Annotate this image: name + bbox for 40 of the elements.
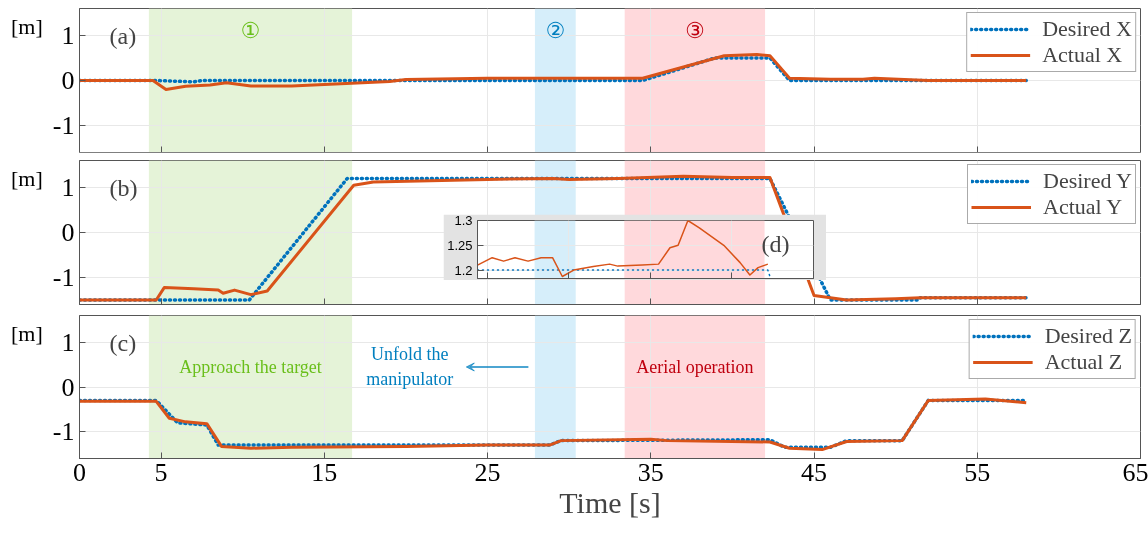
x-tick-label: 5: [154, 457, 168, 487]
band-label: Aerial operation: [636, 356, 754, 377]
annotation: (d): [761, 230, 790, 257]
x-tick-label: 25: [474, 457, 501, 487]
legend-label: Actual Y: [1043, 194, 1123, 220]
band-label: Approach the target: [179, 356, 322, 377]
y-tick-label: -1: [52, 111, 75, 140]
y-tick-label: 0: [61, 372, 75, 402]
y-axis-title: [m]: [11, 320, 43, 348]
y-tick-label: 0: [61, 66, 75, 95]
y-tick-label: 1: [61, 173, 75, 202]
legend-label: Desired X: [1042, 16, 1132, 42]
band-label: ②: [545, 17, 566, 43]
band-label: ①: [240, 17, 261, 43]
band-label: ③: [685, 17, 705, 43]
x-tick-label: 65: [1122, 457, 1148, 487]
legend-label: Desired Y: [1043, 168, 1132, 194]
y-tick-label: 0: [61, 218, 75, 247]
x-axis-title: Time [s]: [559, 485, 661, 519]
y-tick-label: 1.2: [454, 262, 473, 278]
y-axis-title: [m]: [11, 165, 43, 193]
y-tick-label: 1: [61, 327, 75, 357]
x-tick-label: 45: [801, 457, 828, 487]
x-tick-label: 15: [311, 457, 338, 487]
y-tick-label: -1: [52, 263, 75, 292]
y-tick-label: -1: [52, 417, 75, 447]
x-tick-label: 35: [637, 457, 664, 487]
annotation: (b): [109, 174, 138, 201]
annotation: (a): [109, 22, 137, 49]
x-tick-label: 55: [964, 457, 991, 487]
line-series: [79, 52, 1028, 91]
y-tick-label: 1.25: [447, 237, 473, 253]
band-label: Unfold the manipulator: [366, 344, 454, 390]
legend-label: Actual X: [1042, 42, 1123, 68]
legend-label: Actual Z: [1044, 349, 1123, 375]
y-tick-label: 1.3: [454, 213, 473, 228]
legend-label: Desired Z: [1044, 323, 1132, 349]
y-tick-label: 1: [61, 21, 75, 50]
y-axis-title: [m]: [11, 13, 43, 41]
annotation: (c): [109, 329, 137, 356]
